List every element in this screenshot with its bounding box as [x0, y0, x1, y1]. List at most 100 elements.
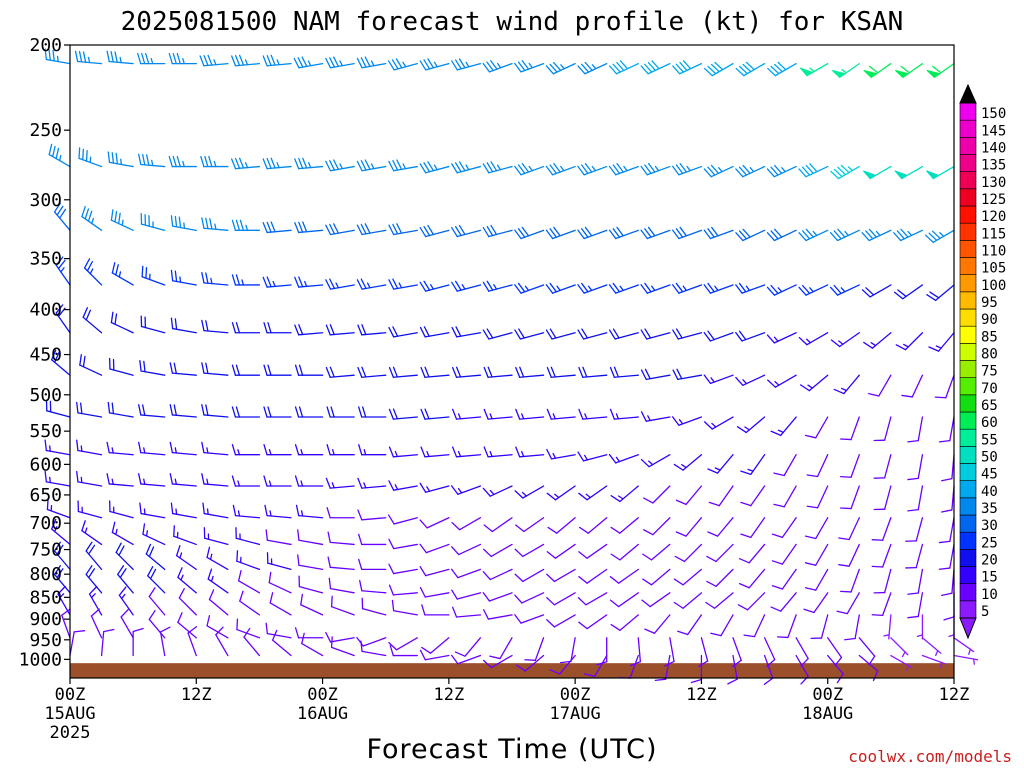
wind-barb [231, 54, 261, 67]
wind-barb [53, 202, 71, 231]
barb-feather [861, 289, 871, 298]
barb-feather [546, 366, 552, 378]
barb-half-feather [213, 160, 217, 168]
barb-feather [451, 281, 458, 292]
barb-feather [829, 286, 839, 296]
barb-feather [237, 570, 242, 582]
barb-feather [325, 324, 331, 336]
wind-barb [829, 228, 860, 242]
barb-feather [774, 164, 783, 174]
barb-feather [169, 441, 174, 454]
barb-staff [426, 517, 450, 529]
barb-feather [707, 166, 716, 176]
barb-staff [881, 543, 892, 568]
barb-staff [586, 543, 608, 559]
wind-barb [771, 568, 797, 590]
barb-half-feather [489, 450, 493, 458]
barb-staff [949, 517, 955, 543]
barb-staff [298, 539, 324, 546]
wind-barb [546, 543, 576, 559]
barb-half-feather [433, 61, 438, 68]
barb-feather [173, 362, 178, 375]
barb-feather [679, 163, 688, 173]
barb-feather [83, 258, 91, 269]
barb-feather [388, 563, 395, 575]
barb-feather [610, 553, 621, 561]
wind-barb [357, 366, 387, 378]
barb-staff [458, 517, 482, 531]
barb-half-feather [714, 285, 719, 292]
barb-feather [896, 230, 905, 240]
wind-barb [297, 554, 324, 571]
barb-feather [865, 230, 874, 240]
wind-barb [545, 282, 576, 294]
wind-barb [482, 485, 513, 497]
barb-feather [767, 379, 777, 388]
barb-feather [924, 234, 934, 243]
barb-feather [142, 404, 146, 416]
wind-barb [735, 228, 766, 242]
barb-feather [707, 65, 717, 75]
barb-feather [330, 636, 333, 648]
wind-barb [770, 416, 797, 437]
barb-staff [718, 485, 734, 507]
barb-feather [81, 206, 86, 218]
barb-feather [202, 502, 205, 515]
barb-feather [53, 202, 61, 213]
wind-barb [262, 157, 292, 170]
barb-feather [149, 568, 157, 580]
barb-half-feather [118, 271, 122, 278]
wind-barb [773, 485, 797, 508]
barb-feather [145, 52, 150, 65]
barb-half-feather [300, 449, 304, 456]
barb-feather [451, 163, 458, 174]
barb-half-feather [58, 154, 62, 162]
wind-barb [893, 228, 924, 242]
barb-staff [429, 637, 450, 654]
barb-staff [682, 592, 703, 609]
barb-feather [672, 369, 679, 381]
wind-barb [76, 439, 103, 456]
wind-barb [514, 328, 545, 340]
barb-half-feather [651, 285, 656, 292]
barb-half-feather [678, 419, 684, 425]
barb-half-feather [268, 449, 272, 456]
wind-barb [799, 374, 829, 392]
colorbar-label: 15 [981, 570, 998, 586]
barb-feather [644, 368, 651, 380]
wind-barb [735, 374, 766, 386]
barb-staff [619, 614, 639, 631]
y-tick-label: 450 [29, 345, 62, 366]
y-tick-label: 1000 [19, 649, 62, 670]
barb-staff [915, 517, 924, 542]
barb-half-feather [210, 575, 214, 582]
barb-feather [427, 224, 435, 236]
barb-feather [610, 623, 621, 631]
wind-barb [178, 588, 197, 616]
barb-staff [750, 485, 766, 507]
wind-barb [263, 406, 292, 418]
barb-half-feather [272, 280, 276, 288]
barb-pennant [926, 69, 941, 79]
wind-barb [578, 408, 608, 420]
barb-feather [675, 63, 684, 73]
ground-surface [70, 663, 954, 678]
wind-barb [451, 161, 482, 174]
barb-feather [297, 57, 304, 68]
wind-barb [419, 224, 450, 238]
barb-feather [486, 280, 494, 291]
barb-feather [609, 366, 616, 378]
barb-feather [644, 282, 652, 293]
wind-barb [806, 485, 829, 509]
barb-feather [262, 158, 268, 170]
colorbar-swatch [959, 257, 977, 275]
colorbar-swatch [959, 514, 977, 533]
barb-feather [546, 492, 557, 501]
barb-feather [388, 160, 395, 172]
barb-half-feather [654, 165, 660, 172]
barb-feather [674, 555, 686, 563]
barb-feather [549, 669, 561, 675]
barb-feather [515, 446, 521, 458]
barb-feather [517, 228, 526, 238]
barb-feather [169, 404, 174, 416]
